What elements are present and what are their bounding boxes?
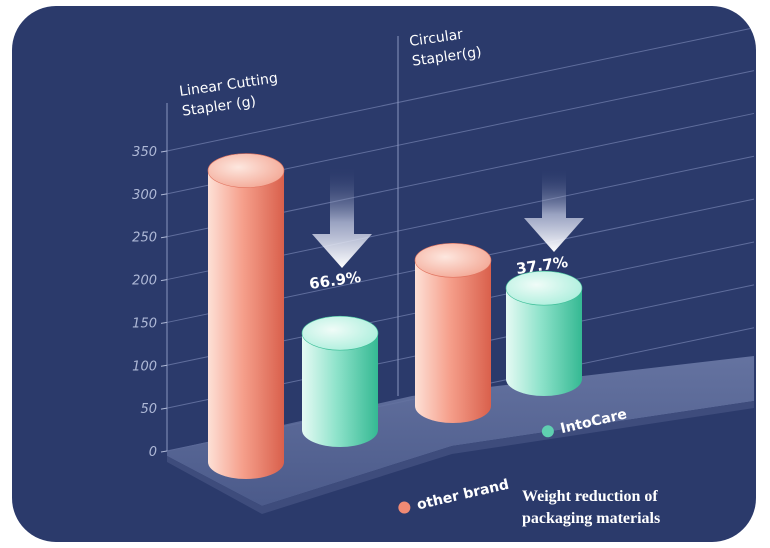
y-tick-label: 100 xyxy=(132,359,157,374)
y-tick-label: 50 xyxy=(140,402,157,417)
bar-top xyxy=(207,153,285,188)
y-tick-mark xyxy=(160,450,168,453)
platform-edge xyxy=(167,401,754,514)
bar-body xyxy=(415,260,491,423)
y-tick-mark xyxy=(160,193,168,196)
y-tick-label: 150 xyxy=(132,316,157,331)
bar-body xyxy=(506,288,582,396)
y-tick-mark xyxy=(160,150,168,153)
y-tick-mark xyxy=(160,236,168,239)
y-tick-mark xyxy=(160,364,168,367)
reduction-arrow xyxy=(312,166,372,268)
bar-other-brand-circular xyxy=(414,242,492,423)
y-tick-mark xyxy=(160,279,168,282)
y-axis-ticks: 0 50 100 150 200 250 300 350 xyxy=(132,145,168,460)
bar-other-brand-linear xyxy=(207,153,285,480)
legend-swatch-intocare xyxy=(541,425,554,438)
y-tick-label: 300 xyxy=(132,188,157,203)
bar-body xyxy=(208,170,284,480)
y-tick-mark xyxy=(160,321,168,324)
platform xyxy=(167,356,754,506)
bars xyxy=(207,153,583,480)
y-tick-label: 350 xyxy=(132,145,157,160)
caption-line-1: Weight reduction of xyxy=(522,488,658,505)
caption-line-2: packaging materials xyxy=(522,510,661,527)
axis-title-circular-line1: Circular xyxy=(408,27,464,50)
y-tick-label: 200 xyxy=(132,274,157,289)
gridline xyxy=(166,27,755,152)
bar-top xyxy=(301,315,379,351)
y-tick-label: 0 xyxy=(149,445,157,460)
bar-body xyxy=(302,333,378,447)
reduction-arrows xyxy=(312,166,584,268)
y-tick-mark xyxy=(160,407,168,410)
bar-intocare-linear xyxy=(301,315,379,447)
caption: Weight reduction of packaging materials xyxy=(522,486,722,530)
legend-swatch-other-brand xyxy=(398,501,411,514)
bar-intocare-circular xyxy=(505,270,583,396)
y-tick-label: 250 xyxy=(132,231,157,246)
reduction-arrow xyxy=(524,168,584,252)
bar-top xyxy=(505,270,583,306)
chart-card: 0 50 100 150 200 250 300 350 Linear Cutting Sta… xyxy=(12,6,756,542)
bar-top xyxy=(414,242,492,278)
